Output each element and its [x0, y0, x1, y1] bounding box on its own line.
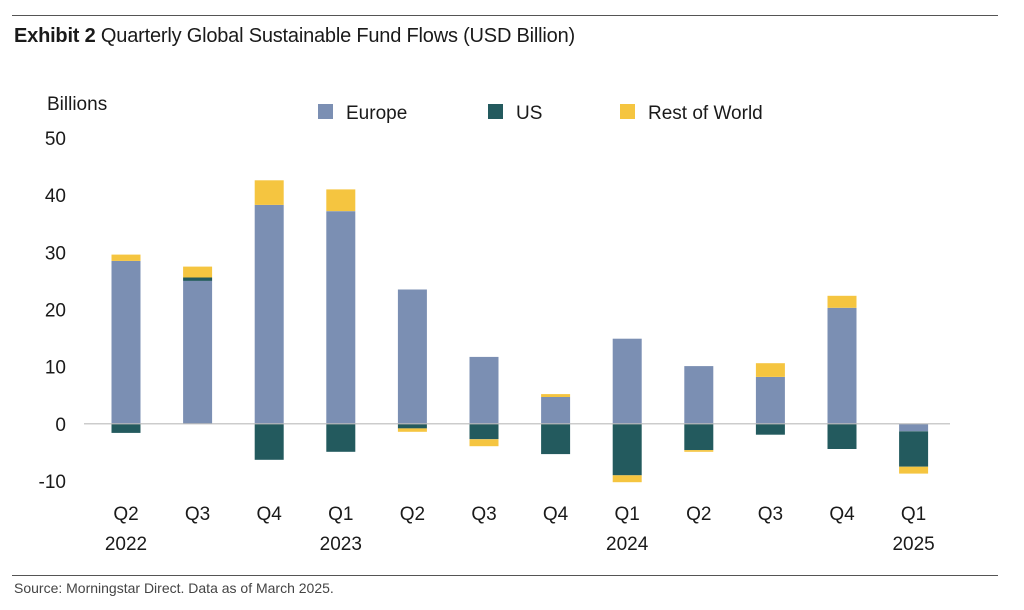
- x-tick-quarter: Q3: [758, 504, 783, 525]
- bar-rest-of-world: [827, 295, 857, 308]
- legend-swatch-us: [488, 104, 503, 119]
- legend-label-us: US: [516, 103, 542, 124]
- bar-europe: [469, 356, 499, 424]
- bar-us: [755, 423, 785, 435]
- x-tick-year: 2023: [320, 534, 362, 555]
- bar-rest-of-world: [899, 466, 929, 474]
- bar-us: [541, 423, 571, 455]
- bar-us: [899, 431, 929, 467]
- y-axis-label: Billions: [47, 94, 107, 115]
- legend-label-rest-of-world: Rest of World: [648, 103, 763, 124]
- bar-rest-of-world: [469, 439, 499, 447]
- bar-europe: [755, 377, 785, 424]
- x-tick-year: 2024: [606, 534, 649, 555]
- bar-rest-of-world: [254, 180, 284, 205]
- chart-area: Billions 50 40 30 20 10 0 -10 Q2 2022 Q3 Q4 Q1 2023 Q2…: [39, 94, 950, 555]
- bar-europe: [111, 260, 141, 424]
- x-tick-quarter: Q4: [257, 504, 283, 525]
- legend-swatch-europe: [318, 104, 333, 119]
- bar-us: [612, 423, 642, 476]
- source-note: Source: Morningstar Direct. Data as of M…: [14, 580, 334, 596]
- bar-rest-of-world: [612, 475, 642, 483]
- bar-rest-of-world: [326, 189, 356, 212]
- y-tick-label: 40: [45, 186, 66, 207]
- legend-swatch-rest-of-world: [620, 104, 635, 119]
- bar-rest-of-world: [111, 254, 141, 261]
- bar-rest-of-world: [755, 363, 785, 377]
- y-tick-label: 30: [45, 243, 66, 264]
- bar-europe: [899, 423, 929, 432]
- bar-us: [111, 423, 141, 433]
- bar-us: [469, 423, 499, 440]
- bar-europe: [684, 366, 714, 424]
- bar-europe: [397, 289, 427, 424]
- bar-us: [684, 423, 714, 451]
- x-tick-quarter: Q1: [328, 504, 353, 525]
- bar-rest-of-world: [684, 450, 714, 452]
- bar-europe: [183, 280, 213, 424]
- chart-title: Exhibit 2 Quarterly Global Sustainable F…: [14, 25, 575, 48]
- bar-europe: [254, 204, 284, 424]
- x-tick-quarter: Q3: [185, 504, 210, 525]
- top-rule: [12, 15, 998, 16]
- bar-us: [397, 423, 427, 429]
- y-tick-label: 50: [45, 129, 66, 150]
- title-text: Quarterly Global Sustainable Fund Flows …: [100, 25, 575, 47]
- x-tick-quarter: Q4: [829, 504, 855, 525]
- y-tick-label: 0: [55, 415, 66, 436]
- y-tick-label: 10: [45, 358, 66, 379]
- bar-rest-of-world: [183, 266, 213, 278]
- x-tick-quarter: Q1: [901, 504, 926, 525]
- bar-us: [326, 423, 356, 452]
- bar-europe: [541, 397, 571, 424]
- x-tick-quarter: Q3: [471, 504, 496, 525]
- x-tick-quarter: Q2: [400, 504, 425, 525]
- legend-label-europe: Europe: [346, 103, 407, 124]
- bottom-rule: [12, 575, 998, 576]
- x-tick-quarter: Q2: [113, 504, 138, 525]
- x-tick-quarter: Q2: [686, 504, 711, 525]
- bar-rest-of-world: [541, 394, 571, 397]
- bar-us: [827, 423, 857, 449]
- bar-rest-of-world: [397, 428, 427, 432]
- bar-europe: [326, 211, 356, 424]
- y-tick-label: 20: [45, 301, 66, 322]
- x-tick-year: 2022: [105, 534, 147, 555]
- x-tick-quarter: Q1: [615, 504, 640, 525]
- x-tick-year: 2025: [892, 534, 934, 555]
- bar-us: [254, 423, 284, 460]
- x-tick-quarter: Q4: [543, 504, 569, 525]
- bar-europe: [612, 338, 642, 424]
- bar-europe: [827, 307, 857, 424]
- bar-us: [183, 277, 213, 281]
- exhibit-label: Exhibit 2: [14, 25, 96, 47]
- y-tick-label: -10: [39, 472, 66, 493]
